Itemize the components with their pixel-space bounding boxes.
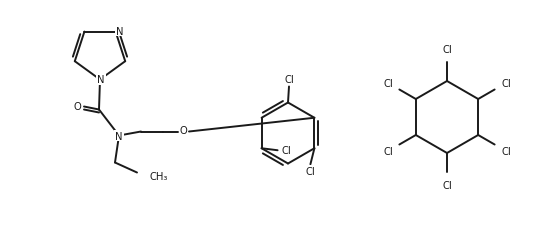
Text: Cl: Cl <box>383 79 393 89</box>
Text: CH₃: CH₃ <box>150 172 169 182</box>
Text: Cl: Cl <box>501 79 511 89</box>
Text: O: O <box>180 126 187 136</box>
Text: Cl: Cl <box>282 146 292 155</box>
Text: Cl: Cl <box>442 180 452 190</box>
Text: N: N <box>97 75 105 85</box>
Text: Cl: Cl <box>442 45 452 55</box>
Text: Cl: Cl <box>306 166 315 176</box>
Text: N: N <box>115 131 123 141</box>
Text: O: O <box>73 102 81 112</box>
Text: Cl: Cl <box>383 146 393 156</box>
Text: Cl: Cl <box>501 146 511 156</box>
Text: N: N <box>116 27 124 36</box>
Text: Cl: Cl <box>284 75 294 85</box>
